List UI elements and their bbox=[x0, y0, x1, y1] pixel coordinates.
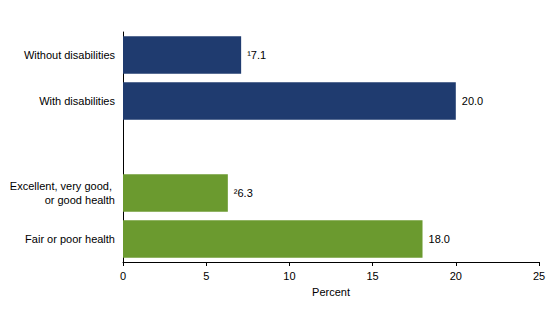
svg-text:10: 10 bbox=[283, 270, 295, 282]
svg-text:Fair or poor health: Fair or poor health bbox=[25, 233, 115, 245]
svg-text:18.0: 18.0 bbox=[429, 233, 450, 245]
svg-text:5: 5 bbox=[203, 270, 209, 282]
svg-text:0: 0 bbox=[120, 270, 126, 282]
svg-text:Percent: Percent bbox=[312, 286, 350, 298]
svg-text:or good health: or good health bbox=[45, 194, 115, 206]
svg-text:25: 25 bbox=[533, 270, 545, 282]
svg-text:¹7.1: ¹7.1 bbox=[247, 49, 266, 61]
svg-text:With disabilities: With disabilities bbox=[39, 95, 115, 107]
svg-text:20: 20 bbox=[450, 270, 462, 282]
svg-text:Without disabilities: Without disabilities bbox=[24, 49, 116, 61]
svg-text:²6.3: ²6.3 bbox=[234, 187, 253, 199]
svg-text:Excellent, very good,: Excellent, very good, bbox=[10, 180, 115, 192]
svg-text:20.0: 20.0 bbox=[462, 95, 483, 107]
svg-text:15: 15 bbox=[366, 270, 378, 282]
